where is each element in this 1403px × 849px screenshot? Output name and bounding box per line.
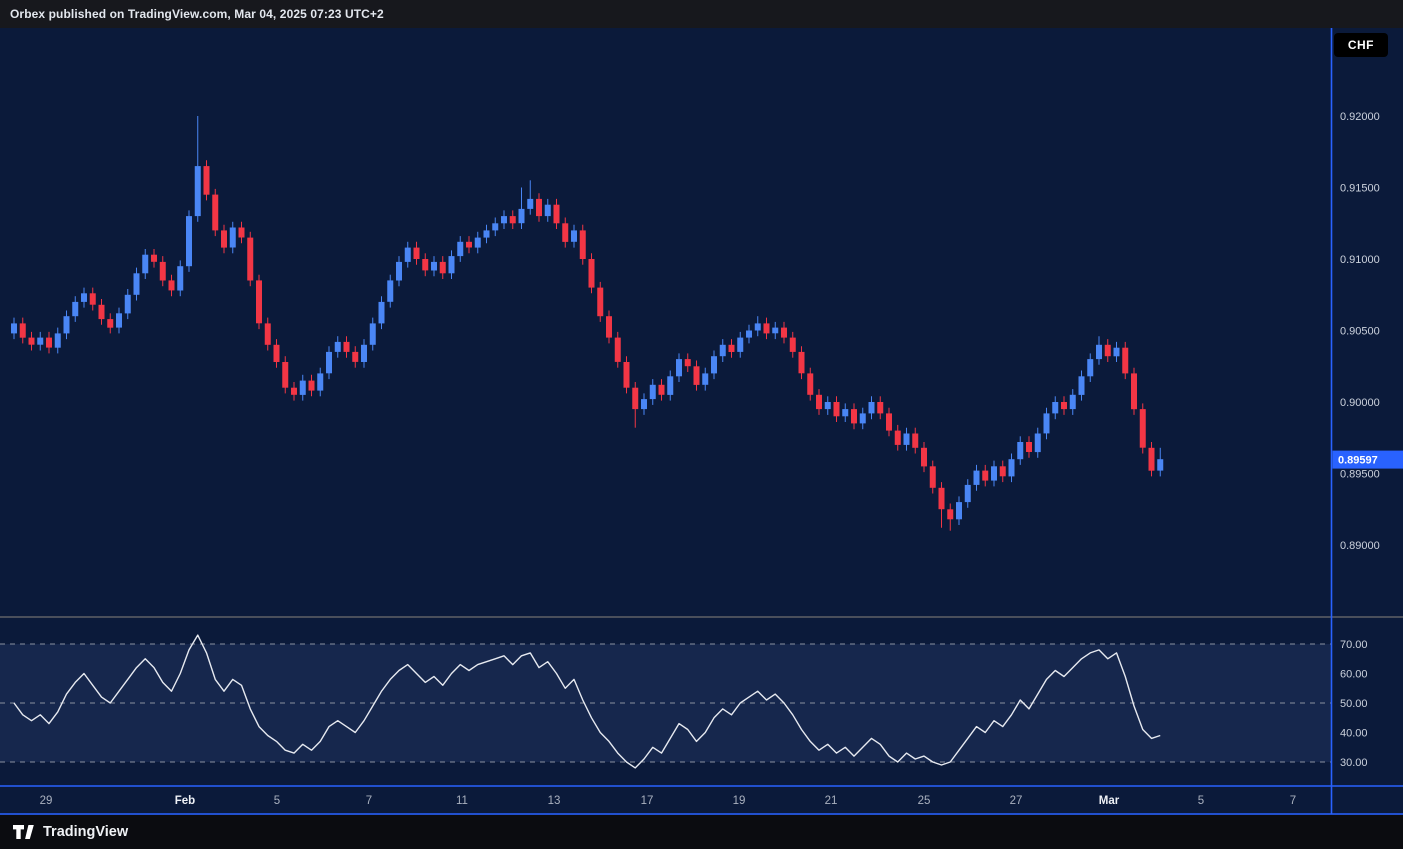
- publish-header-text: Orbex published on TradingView.com, Mar …: [10, 7, 384, 21]
- rsi-level-lines: [0, 643, 1331, 763]
- tradingview-brand[interactable]: TradingView: [43, 824, 129, 840]
- svg-text:0.91500: 0.91500: [1340, 183, 1380, 195]
- candles-layer[interactable]: [11, 116, 1164, 531]
- last-price-badge: 0.89597: [1332, 450, 1403, 469]
- svg-text:11: 11: [456, 795, 468, 807]
- svg-text:25: 25: [918, 795, 931, 807]
- pane-separator[interactable]: [0, 616, 1403, 618]
- svg-text:0.89597: 0.89597: [1338, 455, 1378, 467]
- time-axis-labels[interactable]: 29 Feb 5 7 11 13 17 19 21 25 27 Mar 5 7: [40, 795, 1297, 807]
- svg-text:7: 7: [1290, 795, 1296, 807]
- svg-text:19: 19: [733, 795, 746, 807]
- svg-text:0.89000: 0.89000: [1340, 540, 1380, 552]
- svg-text:27: 27: [1010, 795, 1023, 807]
- svg-text:17: 17: [641, 795, 654, 807]
- svg-text:5: 5: [1198, 795, 1204, 807]
- rsi-line[interactable]: [13, 634, 1161, 769]
- svg-text:7: 7: [366, 795, 372, 807]
- svg-text:0.89500: 0.89500: [1340, 469, 1380, 481]
- svg-text:40.00: 40.00: [1340, 728, 1368, 740]
- svg-text:29: 29: [40, 795, 53, 807]
- footer-bar: TradingView: [0, 815, 1403, 849]
- symbol-currency-badge: CHF: [1333, 33, 1388, 57]
- svg-text:30.00: 30.00: [1340, 757, 1368, 769]
- svg-text:70.00: 70.00: [1340, 639, 1368, 651]
- svg-text:0.91000: 0.91000: [1340, 254, 1380, 266]
- publish-header-bar: Orbex published on TradingView.com, Mar …: [0, 0, 1403, 28]
- price-axis-labels[interactable]: 0.92000 0.91500 0.91000 0.90500 0.90000 0.895…: [1340, 111, 1380, 552]
- chart-area[interactable]: 0.92000 0.91500 0.91000 0.90500 0.90000 0.895…: [0, 28, 1403, 815]
- svg-text:50.00: 50.00: [1340, 698, 1368, 710]
- svg-text:13: 13: [548, 795, 561, 807]
- svg-text:Feb: Feb: [175, 795, 195, 807]
- svg-text:0.92000: 0.92000: [1340, 111, 1380, 123]
- chart-background: [0, 28, 1403, 815]
- svg-text:Mar: Mar: [1099, 795, 1120, 807]
- svg-text:60.00: 60.00: [1340, 669, 1368, 681]
- rsi-axis-labels[interactable]: 70.00 60.00 50.00 40.00 30.00: [1340, 639, 1368, 769]
- candlestick-chart-canvas[interactable]: 0.92000 0.91500 0.91000 0.90500 0.90000 0.895…: [0, 28, 1403, 815]
- svg-text:21: 21: [825, 795, 838, 807]
- tradingview-logo-icon[interactable]: [13, 825, 35, 839]
- svg-text:0.90500: 0.90500: [1340, 326, 1380, 338]
- svg-text:0.90000: 0.90000: [1340, 397, 1380, 409]
- svg-text:5: 5: [274, 795, 280, 807]
